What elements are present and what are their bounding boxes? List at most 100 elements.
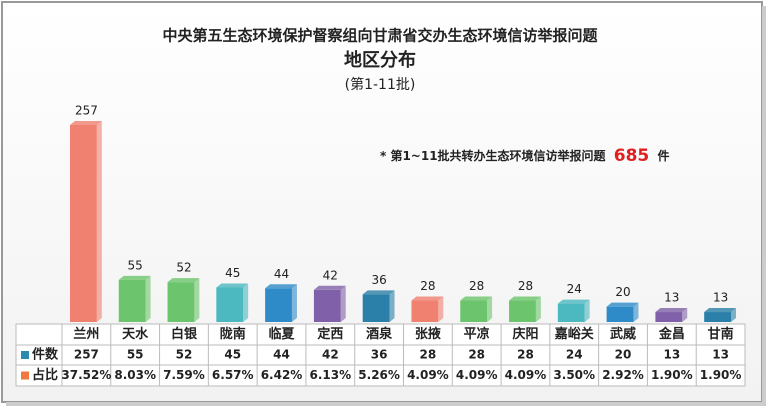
data-label: 13 — [713, 291, 728, 305]
bar — [460, 300, 488, 322]
data-label: 44 — [274, 267, 289, 281]
bar-side — [584, 299, 590, 322]
data-label: 28 — [469, 279, 484, 293]
chart-period: (第1-11批) — [345, 76, 416, 93]
bar-side — [438, 296, 444, 322]
x-tick-label: 平凉 — [464, 326, 490, 342]
annotation-text: * 第1~11批共转办生态环境信访举报问题 — [380, 148, 607, 163]
legend-swatch — [21, 371, 29, 380]
table-share: 1.90% — [700, 368, 742, 382]
table-share: 37.52% — [61, 368, 111, 382]
bar-top — [216, 283, 249, 288]
annotation: * 第1~11批共转办生态环境信访举报问题 685 件 — [380, 146, 669, 166]
table-value: 20 — [615, 348, 632, 362]
bar-side — [389, 290, 395, 322]
x-tick-label: 武威 — [610, 326, 636, 342]
bar-top — [557, 299, 590, 304]
x-tick-label: 天水 — [122, 326, 149, 342]
bar-top — [606, 302, 639, 307]
bar-top — [313, 285, 346, 290]
bar-side — [487, 296, 493, 322]
bar — [704, 312, 732, 322]
data-label: 20 — [615, 285, 630, 299]
x-tick-label: 白银 — [171, 326, 198, 342]
table-share: 2.92% — [602, 368, 644, 382]
bar — [606, 306, 634, 322]
annotation-total: 685 — [614, 146, 650, 166]
x-tick-label: 兰州 — [73, 326, 99, 342]
data-label: 55 — [128, 258, 143, 272]
table-value: 24 — [566, 348, 583, 362]
table-value: 13 — [712, 348, 729, 362]
bar-top — [704, 308, 737, 313]
data-label: 36 — [371, 273, 386, 287]
table-value: 28 — [468, 348, 485, 362]
bar-top — [460, 296, 493, 301]
table-value: 28 — [517, 348, 534, 362]
table-share: 6.13% — [310, 368, 352, 382]
bar-top — [411, 296, 444, 301]
x-tick-label: 嘉峪关 — [554, 326, 594, 342]
bar-top — [69, 121, 102, 125]
bar-top — [655, 308, 688, 313]
chart-subtitle: 地区分布 — [344, 49, 416, 71]
chart-title: 中央第五生态环境保护督察组向甘肃省交办生态环境信访举报问题 — [162, 27, 598, 45]
table-share: 5.26% — [358, 368, 400, 382]
x-tick-label: 甘南 — [708, 326, 734, 342]
bar-top — [265, 284, 297, 289]
table-share: 4.09% — [505, 368, 547, 382]
table-value: 28 — [420, 348, 437, 362]
bar-top — [167, 278, 200, 283]
annotation-unit: 件 — [657, 148, 669, 163]
table-share: 4.09% — [407, 368, 449, 382]
table-share: 6.57% — [212, 368, 254, 382]
bar-side — [145, 275, 151, 322]
x-tick-label: 定西 — [316, 326, 343, 342]
bar — [216, 287, 244, 322]
table-share: 1.90% — [651, 368, 693, 382]
bar — [509, 300, 536, 322]
table-value: 36 — [371, 348, 388, 362]
x-tick-label: 酒泉 — [366, 326, 393, 342]
frame-shadow — [762, 6, 766, 405]
table-share: 8.03% — [114, 368, 156, 382]
bar-side — [291, 284, 297, 322]
bar — [118, 279, 146, 322]
bar-side — [243, 283, 249, 322]
x-tick-label: 陇南 — [220, 326, 246, 342]
bar — [265, 288, 292, 322]
table-share: 7.59% — [163, 368, 205, 382]
bar — [557, 303, 585, 322]
data-label: 257 — [75, 104, 98, 118]
x-tick-label: 金昌 — [658, 326, 685, 342]
table-value: 52 — [176, 348, 193, 362]
legend-label: 件数 — [32, 347, 59, 363]
bar-side — [96, 121, 102, 322]
frame-shadow — [6, 402, 766, 406]
table-value: 13 — [663, 348, 680, 362]
x-tick-label: 临夏 — [269, 326, 296, 342]
table-share: 3.50% — [553, 368, 595, 382]
bar — [313, 289, 341, 322]
table-share: 6.42% — [261, 368, 303, 382]
table-value: 42 — [322, 348, 339, 362]
data-label: 28 — [518, 279, 533, 293]
data-label: 52 — [176, 261, 191, 275]
bar — [69, 125, 97, 322]
table-share: 4.09% — [456, 368, 498, 382]
data-label: 24 — [567, 282, 582, 296]
x-tick-label: 庆阳 — [511, 326, 538, 342]
bar-top — [118, 275, 151, 280]
table-value: 44 — [273, 348, 290, 362]
bar-side — [340, 285, 346, 322]
bar-side — [194, 278, 200, 322]
bar-top — [362, 290, 395, 295]
bar — [655, 312, 683, 322]
bar-side — [731, 308, 737, 322]
data-label: 28 — [420, 279, 435, 293]
data-label: 45 — [225, 266, 240, 280]
bar — [362, 294, 390, 322]
bar — [411, 300, 439, 322]
bar-side — [633, 302, 639, 322]
